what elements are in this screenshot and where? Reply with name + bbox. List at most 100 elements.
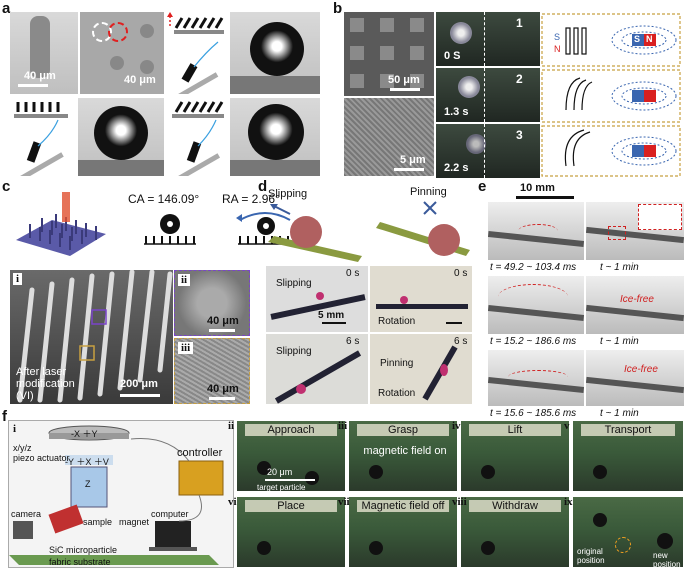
- panel-f-step-place-title: Place: [245, 500, 337, 512]
- panel-b-magnet-n: N: [646, 34, 653, 44]
- panel-f-setup-diagram: i -X ＋Y x/y/z piezo actuator -Y ＋X ＋V Z …: [8, 420, 234, 568]
- panel-a-micrograph-2: 40 μm: [80, 12, 164, 94]
- panel-a-scale-2: 40 μm: [124, 74, 156, 86]
- panel-f-sub-i: i: [13, 423, 17, 435]
- panel-d-photo-slip-0s: Slipping 0 s 5 mm: [266, 266, 368, 332]
- panel-c-caption: After laser modification (VI): [16, 366, 75, 402]
- panel-f-fabric-label: fabric substrate: [49, 557, 111, 567]
- panel-d-time-6s-b: 6 s: [454, 336, 468, 347]
- panel-a-scale-1: 40 μm: [24, 70, 56, 82]
- panel-b-scale-2: 5 μm: [400, 154, 426, 166]
- panel-f-step-grasp: Grasp magnetic field on: [348, 420, 458, 492]
- panel-e-row2-left: [488, 276, 584, 334]
- panel-b-frame-1-time: 0 S: [444, 50, 461, 62]
- panel-b-label: b: [333, 0, 343, 17]
- panel-b-frame-2-time: 1.3 s: [444, 106, 469, 118]
- panel-f-step-transport: Transport: [572, 420, 684, 492]
- panel-d-slipping-label-1: Slipping: [276, 278, 312, 289]
- panel-b-frame-3-time: 2.2 s: [444, 162, 469, 174]
- svg-text:S: S: [554, 32, 560, 42]
- panel-f-step-magoff: Magnetic field off: [348, 496, 458, 568]
- panel-b-sem-closeup: 5 μm: [344, 98, 434, 176]
- panel-f-newpos-label: new position: [653, 551, 681, 568]
- panel-d-photo-slip-6s: Slipping 6 s: [266, 334, 368, 404]
- panel-f-axes-top: -X ＋Y: [71, 429, 98, 439]
- panel-b-frame-3-num: 3: [516, 128, 523, 142]
- panel-c-pillar-array-illustration: [10, 190, 110, 262]
- panel-f-step-withdraw-num: viii: [452, 496, 467, 508]
- panel-c-sem-inset-ii: ii 40 μm: [174, 270, 250, 336]
- panel-f-step-place-num: vi: [228, 496, 237, 508]
- panel-f-step-approach-num: ii: [228, 420, 235, 432]
- panel-b-frame-1: 1 0 S: [436, 12, 540, 66]
- panel-d-scale: 5 mm: [318, 310, 345, 321]
- panel-a-label: a: [2, 0, 11, 17]
- panel-f-piezo-label: piezo actuator: [13, 453, 70, 463]
- panel-f-step-place: Place: [236, 496, 346, 568]
- panel-f-scale: 20 μm: [267, 467, 293, 477]
- panel-c-sub-i: i: [13, 273, 23, 285]
- panel-b-frame-2-num: 2: [516, 72, 523, 86]
- panel-f-step-grasp-title: Grasp: [357, 424, 449, 436]
- panel-c-sem-main: i After laser modification (VI) 200 μm: [10, 270, 173, 404]
- panel-b-frame-2: 2 1.3 s: [436, 68, 540, 122]
- panel-e-row1-right: [586, 202, 684, 260]
- panel-a-schematic-tilted-2: [166, 98, 230, 184]
- panel-c-droplet-icon-2: [230, 206, 300, 250]
- panel-f-sample-label: sample: [83, 517, 113, 527]
- panel-a-schematic-tilted-1: [166, 12, 230, 102]
- panel-d-time-0s-b: 0 s: [454, 268, 468, 279]
- panel-f-step-approach: Approach 20 μm target particle: [236, 420, 346, 492]
- panel-f-label: f: [2, 408, 7, 425]
- panel-a-droplet-photo-1: [230, 12, 320, 94]
- panel-f-camera-label: camera: [11, 509, 42, 519]
- svg-text:N: N: [554, 44, 561, 54]
- panel-f-original-label: original position: [577, 547, 605, 565]
- panel-b-sem-array: 50 μm: [344, 12, 434, 96]
- panel-f-step-transport-title: Transport: [581, 424, 675, 436]
- panel-e-row3-right: Ice-free: [586, 350, 684, 406]
- panel-d-pinning-label: Pinning: [380, 358, 414, 369]
- panel-f-step-final: original position new position: [572, 496, 684, 568]
- panel-c-label: c: [2, 178, 11, 195]
- panel-f-step-transport-num: v: [564, 420, 570, 432]
- panel-e-row3-time2: t ~ 1 min: [600, 408, 639, 419]
- panel-d-slipping-label-2: Slipping: [276, 346, 312, 357]
- panel-f-step-approach-title: Approach: [245, 424, 337, 436]
- panel-e-row3-tag: Ice-free: [624, 364, 658, 375]
- panel-f-target-label: target particle: [257, 483, 306, 492]
- panel-e-row1-time: t = 49.2 ~ 103.4 ms: [490, 262, 577, 273]
- panel-e-row2-tag: Ice-free: [620, 294, 654, 305]
- panel-b-frame-1-num: 1: [516, 16, 523, 30]
- panel-c-scale-3: 40 μm: [207, 383, 239, 395]
- panel-d-rotation-label-1: Rotation: [378, 316, 416, 327]
- panel-a-micrograph-1: 40 μm: [10, 12, 78, 94]
- panel-b-magnet-s: S: [634, 34, 641, 44]
- panel-f-step-lift-title: Lift: [469, 424, 561, 436]
- panel-e-label: e: [478, 178, 487, 195]
- panel-c-sem-inset-iii: iii 40 μm: [174, 338, 250, 404]
- panel-f-controller-label: controller: [177, 447, 223, 459]
- panel-c-scale-1: 200 μm: [120, 378, 158, 390]
- panel-e-row2-time2: t ~ 1 min: [600, 336, 639, 347]
- panel-f-z-label: Z: [85, 479, 91, 489]
- panel-d-slipping-title: Slipping: [268, 188, 308, 200]
- panel-f-xyz-label: x/y/z: [13, 443, 32, 453]
- panel-f-step-grasp-num: iii: [338, 420, 348, 432]
- panel-d-pinning-illustration: [370, 198, 478, 264]
- panel-c-scale-2: 40 μm: [207, 315, 239, 327]
- panel-d-slipping-illustration: [262, 198, 366, 264]
- panel-e-row1-left: [488, 202, 584, 260]
- panel-c-sub-iii: iii: [178, 342, 194, 354]
- panel-e-scale: 10 mm: [520, 182, 555, 194]
- panel-f-step-magoff-num: vii: [338, 496, 350, 508]
- panel-f-step-magoff-title: Magnetic field off: [357, 500, 449, 512]
- panel-f-step-withdraw: Withdraw: [460, 496, 570, 568]
- panel-e-row2-time: t = 15.2 ~ 186.6 ms: [490, 336, 577, 347]
- panel-d-label: d: [258, 178, 268, 195]
- panel-c-contact-angle: CA = 146.09°: [128, 192, 200, 206]
- panel-d-time-0s-a: 0 s: [346, 268, 360, 279]
- panel-f-magfield-on: magnetic field on: [363, 445, 447, 457]
- panel-e-row2-right: Ice-free: [586, 276, 684, 334]
- panel-e-row1-time2: t ~ 1 min: [600, 262, 639, 273]
